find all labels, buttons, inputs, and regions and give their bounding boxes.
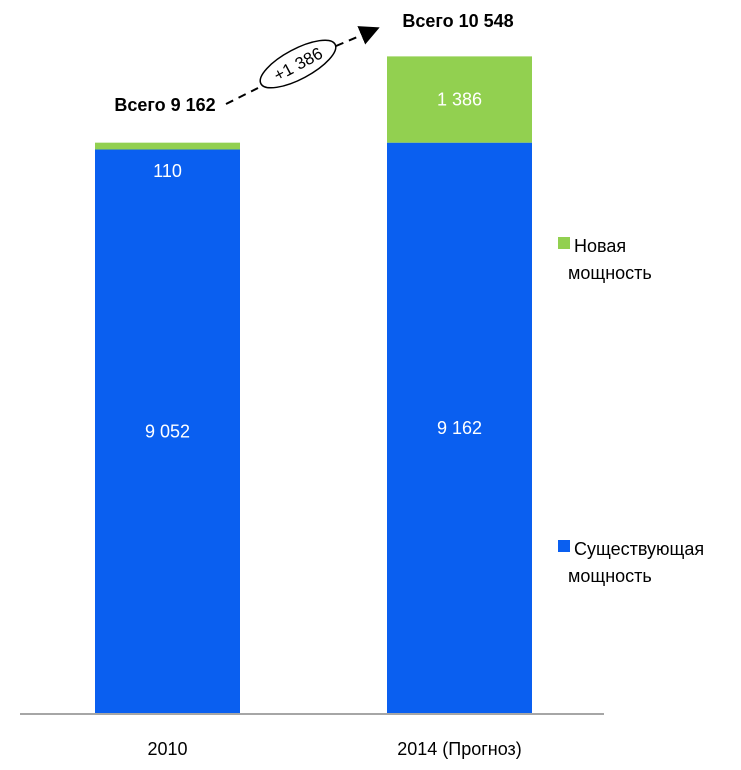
legend-label: мощность xyxy=(568,566,652,586)
total-label: Всего 10 548 xyxy=(402,11,513,31)
delta-arrow xyxy=(335,26,380,47)
bar-value-label: 1 386 xyxy=(437,90,482,110)
legend-label: мощность xyxy=(568,263,652,283)
x-tick-label: 2014 (Прогноз) xyxy=(397,739,522,759)
legend: Новая мощность Существующая мощность xyxy=(558,236,704,586)
legend-swatch xyxy=(558,540,570,552)
legend-swatch xyxy=(558,237,570,249)
bar-value-label: 110 xyxy=(153,161,182,181)
bar-segment-new-0 xyxy=(95,142,240,150)
bars-layer xyxy=(95,56,532,713)
x-tick-label: 2010 xyxy=(147,739,187,759)
total-label: Всего 9 162 xyxy=(114,95,215,115)
delta-ellipse xyxy=(259,39,337,89)
bar-segment-existing-1 xyxy=(387,142,532,713)
legend-label: Существующая xyxy=(574,539,704,559)
bar-value-label: 9 052 xyxy=(145,421,190,441)
bar-value-label: 9 162 xyxy=(437,418,482,438)
bar-segment-existing-0 xyxy=(95,149,240,713)
delta-arrow-tail xyxy=(225,87,259,105)
bar-segment-new-1 xyxy=(387,56,532,143)
legend-label: Новая xyxy=(574,236,626,256)
